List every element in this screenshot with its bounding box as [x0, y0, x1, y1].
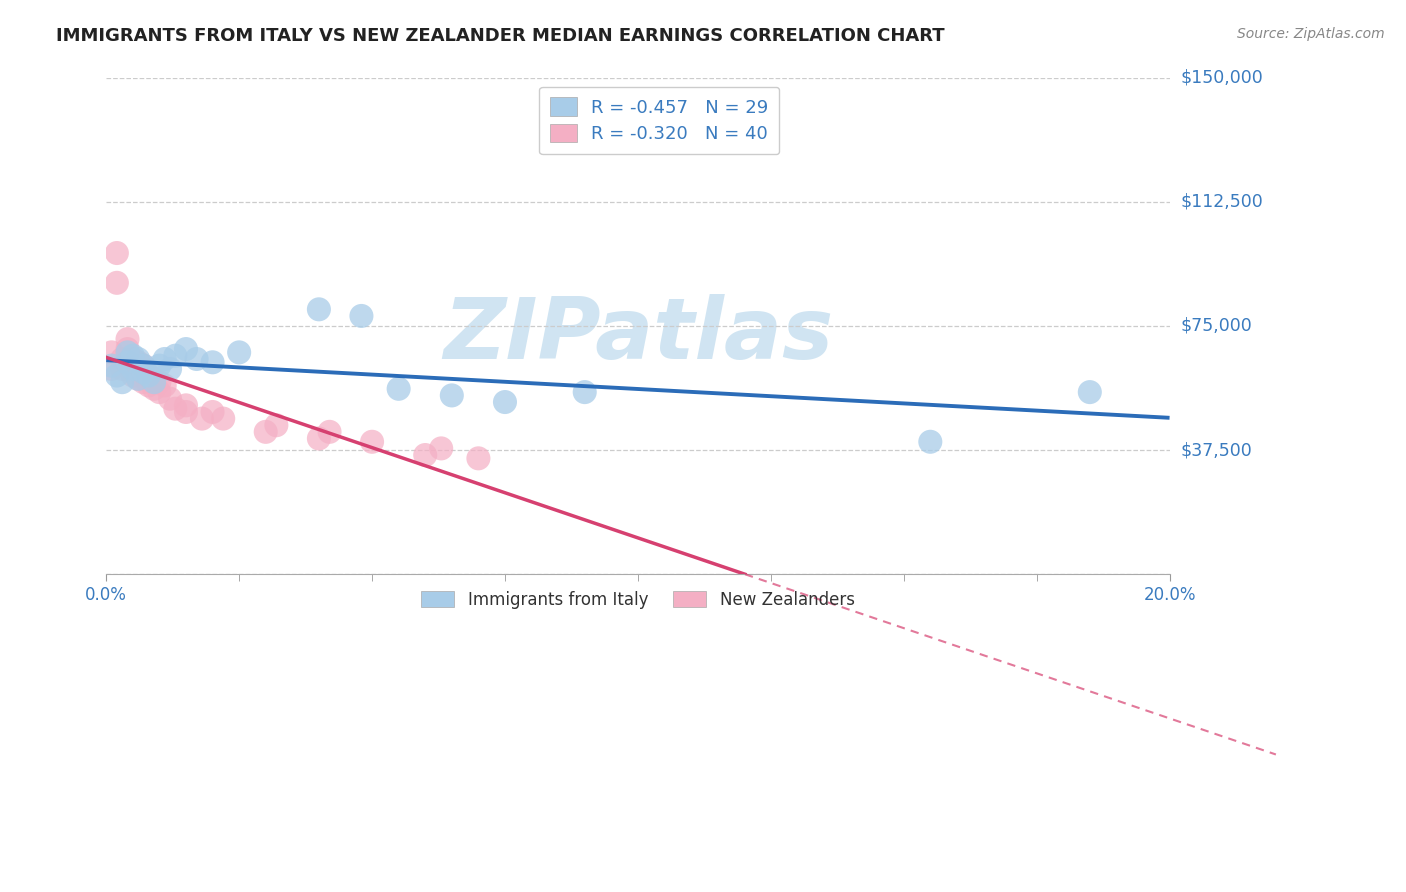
Text: $37,500: $37,500 — [1181, 441, 1253, 459]
Point — [191, 411, 214, 425]
Point — [132, 359, 155, 373]
Point — [361, 434, 384, 449]
Point — [100, 359, 122, 373]
Point — [105, 246, 128, 260]
Point — [127, 372, 149, 386]
Point — [117, 355, 139, 369]
Point — [212, 411, 235, 425]
Point — [174, 405, 197, 419]
Point — [388, 382, 411, 396]
Point — [121, 359, 143, 373]
Point — [111, 351, 134, 366]
Point — [121, 351, 143, 366]
Point — [117, 342, 139, 356]
Point — [186, 351, 208, 366]
Text: $112,500: $112,500 — [1181, 193, 1264, 211]
Point — [308, 432, 330, 446]
Text: IMMIGRANTS FROM ITALY VS NEW ZEALANDER MEDIAN EARNINGS CORRELATION CHART: IMMIGRANTS FROM ITALY VS NEW ZEALANDER M… — [56, 27, 945, 45]
Point — [1078, 385, 1101, 400]
Point — [440, 388, 463, 402]
Point — [350, 309, 373, 323]
Point — [143, 372, 166, 386]
Point — [266, 418, 288, 433]
Point — [121, 362, 143, 376]
Point — [148, 385, 170, 400]
Point — [105, 368, 128, 383]
Point — [318, 425, 340, 439]
Point — [121, 349, 143, 363]
Point — [111, 375, 134, 389]
Point — [117, 345, 139, 359]
Text: $150,000: $150,000 — [1181, 69, 1264, 87]
Point — [132, 365, 155, 379]
Point — [127, 362, 149, 376]
Point — [100, 362, 122, 376]
Point — [254, 425, 277, 439]
Text: Source: ZipAtlas.com: Source: ZipAtlas.com — [1237, 27, 1385, 41]
Point — [165, 349, 187, 363]
Point — [138, 368, 160, 383]
Point — [127, 351, 149, 366]
Point — [138, 368, 160, 383]
Point — [228, 345, 250, 359]
Point — [127, 355, 149, 369]
Legend: Immigrants from Italy, New Zealanders: Immigrants from Italy, New Zealanders — [415, 584, 862, 615]
Point — [920, 434, 942, 449]
Point — [153, 351, 176, 366]
Point — [111, 362, 134, 376]
Point — [148, 359, 170, 373]
Point — [413, 448, 436, 462]
Point — [494, 395, 516, 409]
Point — [574, 385, 596, 400]
Point — [165, 401, 187, 416]
Point — [143, 382, 166, 396]
Point — [132, 359, 155, 373]
Point — [148, 375, 170, 389]
Point — [132, 365, 155, 379]
Point — [159, 362, 181, 376]
Point — [121, 368, 143, 383]
Text: $75,000: $75,000 — [1181, 317, 1253, 334]
Point — [117, 355, 139, 369]
Point — [105, 276, 128, 290]
Point — [159, 392, 181, 406]
Point — [174, 398, 197, 412]
Point — [143, 375, 166, 389]
Point — [100, 345, 122, 359]
Point — [308, 302, 330, 317]
Point — [138, 378, 160, 392]
Point — [117, 332, 139, 346]
Point — [153, 378, 176, 392]
Point — [430, 442, 453, 456]
Point — [201, 405, 224, 419]
Point — [174, 342, 197, 356]
Point — [132, 375, 155, 389]
Point — [467, 451, 489, 466]
Point — [127, 372, 149, 386]
Point — [201, 355, 224, 369]
Text: ZIPatlas: ZIPatlas — [443, 294, 832, 377]
